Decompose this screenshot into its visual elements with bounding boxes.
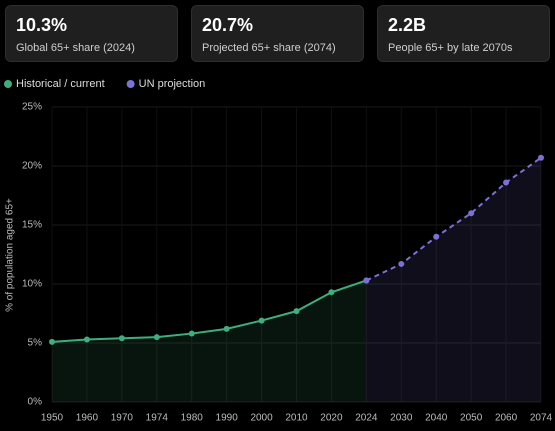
x-tick-label: 2024 (355, 413, 378, 424)
x-tick-label: 1990 (216, 413, 239, 424)
area (366, 157, 541, 402)
x-tick-label: 1960 (76, 413, 99, 424)
point (503, 179, 510, 186)
line (51, 279, 367, 343)
x-tick-label: 2050 (460, 413, 483, 424)
x-tick-label: 2060 (495, 413, 518, 424)
point (363, 277, 370, 284)
x-tick-label: 2074 (530, 413, 553, 424)
x-tick-label: 2010 (285, 413, 308, 424)
kpi-label: People 65+ by late 2070s (388, 42, 513, 54)
point (188, 330, 195, 337)
y-tick-label: 25% (22, 102, 42, 113)
point (223, 325, 230, 332)
point (83, 336, 90, 343)
y-tick-label: 0% (28, 397, 43, 408)
x-tick-label: 2020 (320, 413, 343, 424)
x-tick-label: 2030 (390, 413, 413, 424)
x-tick-label: 1950 (41, 413, 64, 424)
x-tick-label: 2000 (250, 413, 273, 424)
kpi-label: Global 65+ share (2024) (16, 42, 135, 54)
point (433, 233, 440, 240)
point (153, 334, 160, 341)
point (328, 289, 335, 296)
line (365, 156, 542, 282)
x-tick-label: 1980 (181, 413, 204, 424)
kpi-value: 10.3% (16, 15, 68, 35)
kpi-card: 2.2B People 65+ by late 2070s (377, 5, 550, 62)
y-tick-label: 15% (22, 220, 42, 231)
point (258, 317, 265, 324)
legend-label: Historical / current (16, 78, 105, 90)
point (398, 260, 405, 267)
kpi-value: 20.7% (202, 15, 254, 35)
x-tick-label: 1970 (111, 413, 134, 424)
y-tick-label: 5% (28, 338, 43, 349)
legend-label: UN projection (139, 78, 206, 90)
x-tick-label: 1974 (146, 413, 169, 424)
area (52, 280, 367, 402)
point (118, 335, 125, 342)
y-tick-label: 10% (22, 279, 42, 290)
point (538, 154, 544, 161)
point (49, 338, 55, 345)
legend-swatch (4, 80, 12, 88)
x-tick-label: 2040 (425, 413, 448, 424)
kpi-card: 10.3% Global 65+ share (2024) (5, 5, 178, 62)
point (468, 210, 475, 217)
y-tick-label: 20% (22, 161, 42, 172)
kpi-label: Projected 65+ share (2074) (202, 42, 336, 54)
legend-swatch (126, 80, 135, 88)
y-axis-label: % of population aged 65+ (5, 198, 16, 312)
kpi-value: 2.2B (388, 15, 427, 35)
point (293, 308, 300, 315)
kpi-card: 20.7% Projected 65+ share (2074) (191, 5, 364, 62)
